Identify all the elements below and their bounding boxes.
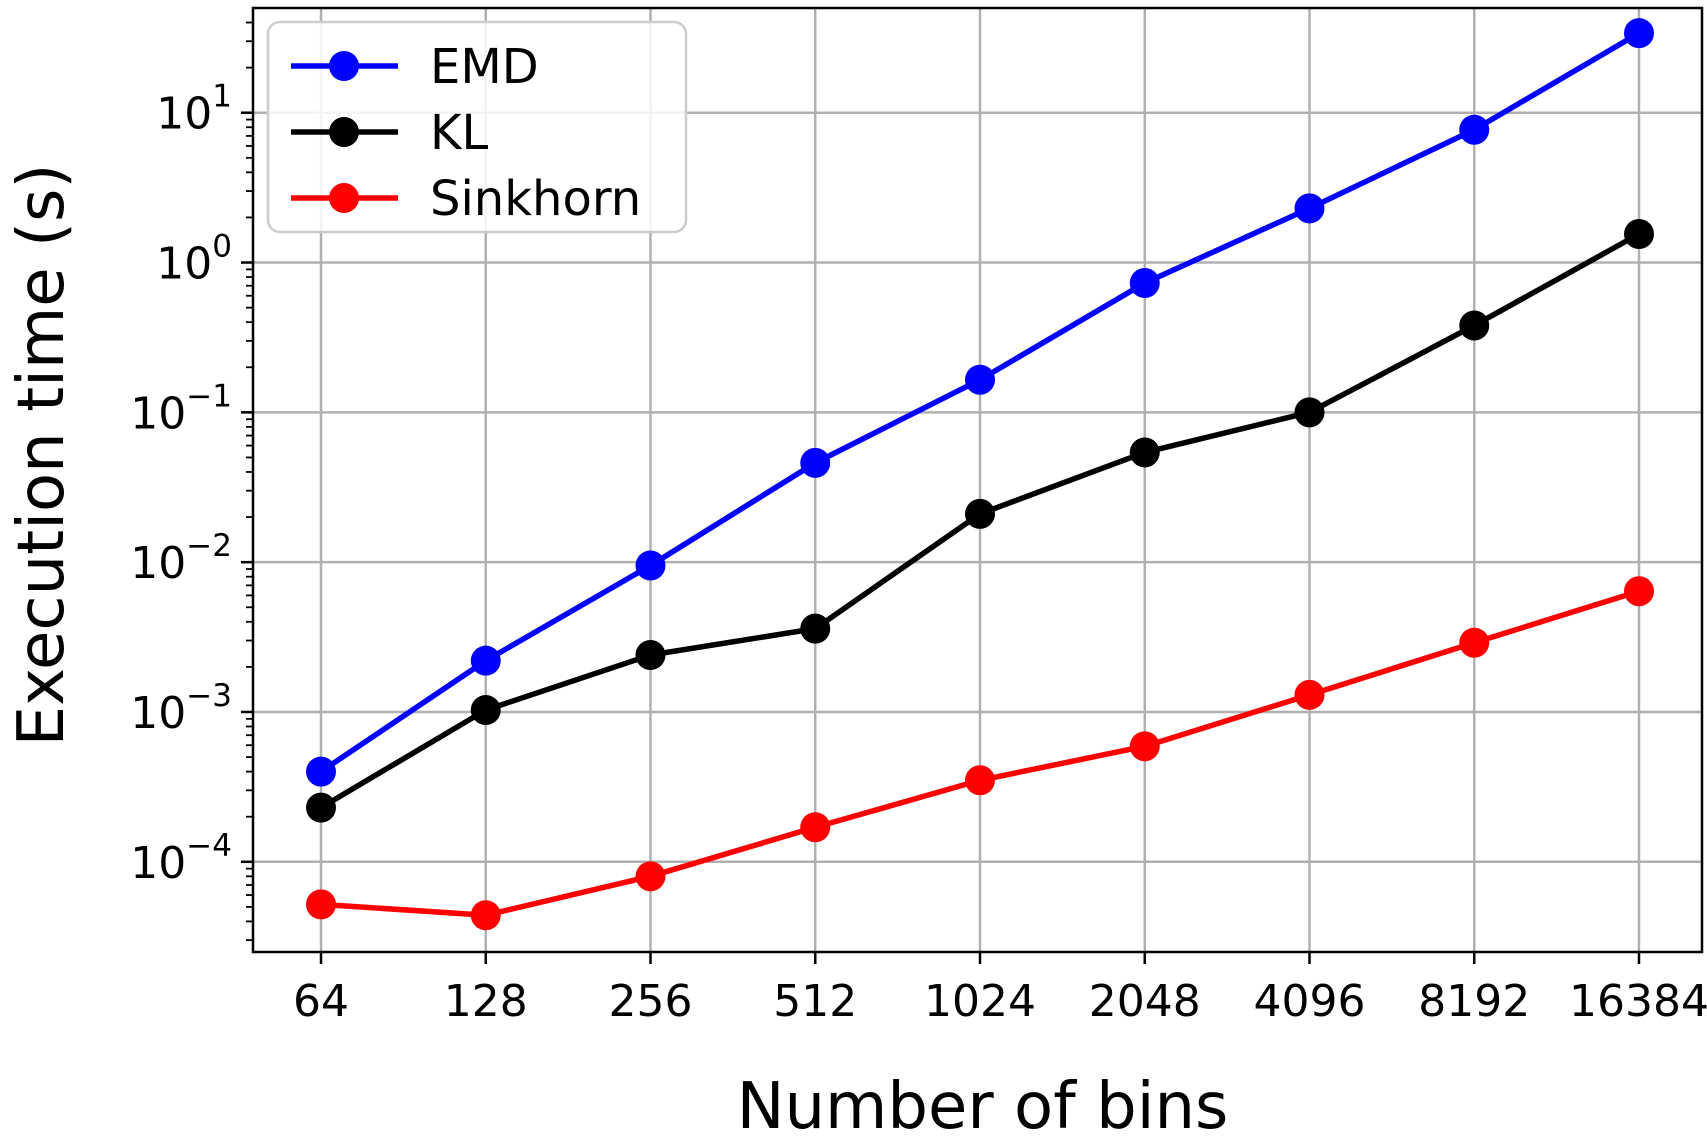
legend-label-sinkhorn: Sinkhorn	[430, 171, 641, 227]
plot-area-frame	[251, 6, 1704, 954]
y-tick-label: 10−2	[130, 528, 232, 589]
y-tick-label: 10−1	[130, 378, 232, 439]
data-point-kl-16384	[1624, 219, 1654, 250]
x-tick-label: 4096	[1254, 976, 1366, 1027]
data-point-emd-8192	[1459, 114, 1490, 145]
axis-ticks: 64 128 256 512 1024 2048 4096 8192 1638410−410−3…	[130, 21, 1707, 1027]
x-tick-label: 128	[444, 976, 528, 1027]
data-point-emd-1024	[965, 364, 995, 395]
data-point-emd-4096	[1294, 193, 1325, 224]
data-point-kl-1024	[965, 498, 995, 529]
data-point-sinkhorn-4096	[1294, 679, 1325, 710]
x-tick-label: 16384	[1569, 976, 1707, 1027]
data-point-emd-512	[800, 447, 831, 478]
data-point-emd-2048	[1129, 268, 1160, 299]
legend-label-kl: KL	[430, 105, 488, 161]
legend-marker-emd	[329, 51, 359, 81]
y-tick-label: 10−4	[130, 828, 232, 889]
x-axis-title: Number of bins	[737, 1070, 1229, 1142]
y-tick-exponent: −4	[186, 828, 232, 864]
data-point-sinkhorn-64	[306, 889, 336, 920]
y-tick-exponent: −2	[186, 528, 232, 564]
y-tick-base: 10	[130, 838, 186, 889]
x-tick-label: 64	[293, 976, 349, 1027]
y-tick-base: 10	[156, 89, 212, 140]
data-point-kl-2048	[1129, 437, 1160, 468]
data-point-sinkhorn-8192	[1459, 627, 1490, 658]
y-tick-base: 10	[130, 538, 186, 589]
x-tick-label: 256	[609, 976, 693, 1027]
legend-box	[266, 20, 688, 234]
y-tick-exponent: 0	[212, 229, 232, 265]
data-point-kl-512	[800, 613, 831, 644]
data-point-sinkhorn-1024	[965, 765, 995, 796]
data-point-sinkhorn-128	[470, 900, 501, 931]
data-point-emd-64	[306, 756, 336, 787]
data-point-emd-128	[470, 645, 501, 676]
data-point-sinkhorn-256	[635, 861, 666, 892]
series-lines	[306, 18, 1654, 931]
y-tick-exponent: 1	[212, 79, 232, 115]
legend: EMD KL Sinkhorn	[266, 20, 688, 234]
x-tick-label: 8192	[1418, 976, 1530, 1027]
data-point-kl-128	[470, 695, 501, 726]
y-tick-base: 10	[156, 239, 212, 290]
y-tick-label: 100	[156, 229, 232, 290]
data-point-kl-256	[635, 640, 666, 671]
y-tick-base: 10	[130, 688, 186, 739]
y-tick-exponent: −1	[186, 378, 232, 414]
data-point-sinkhorn-16384	[1624, 576, 1654, 607]
data-point-emd-256	[635, 550, 666, 581]
y-tick-label: 10−3	[130, 678, 232, 739]
legend-marker-sinkhorn	[329, 183, 359, 213]
data-point-sinkhorn-512	[800, 812, 831, 843]
data-point-kl-64	[306, 792, 336, 823]
x-tick-label: 1024	[924, 976, 1036, 1027]
data-point-sinkhorn-2048	[1129, 731, 1160, 762]
y-axis-title: Execution time (s)	[5, 164, 79, 747]
data-point-emd-16384	[1624, 18, 1654, 49]
legend-marker-kl	[329, 117, 359, 147]
legend-label-emd: EMD	[430, 39, 539, 95]
y-tick-base: 10	[130, 388, 186, 439]
data-point-kl-4096	[1294, 397, 1325, 428]
y-tick-exponent: −3	[186, 678, 232, 714]
x-tick-label: 512	[773, 976, 857, 1027]
data-point-kl-8192	[1459, 310, 1490, 341]
x-tick-label: 2048	[1089, 976, 1201, 1027]
y-tick-label: 101	[156, 79, 232, 140]
